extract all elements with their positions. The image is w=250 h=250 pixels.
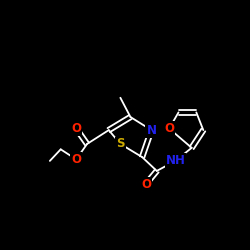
Text: O: O: [164, 122, 174, 135]
Text: O: O: [71, 122, 81, 135]
Text: NH: NH: [166, 154, 185, 168]
Text: O: O: [141, 178, 151, 190]
Text: O: O: [71, 153, 81, 166]
Text: N: N: [146, 124, 156, 136]
Text: S: S: [116, 138, 124, 150]
